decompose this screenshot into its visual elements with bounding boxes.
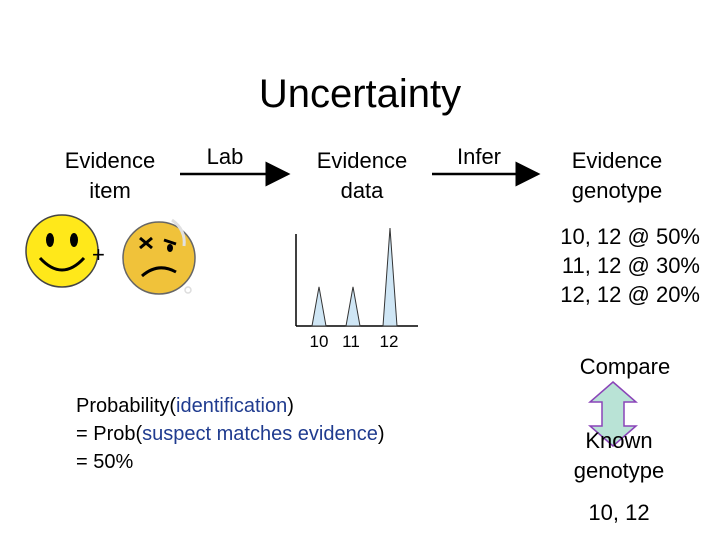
prob-term-match: suspect matches evidence xyxy=(142,423,378,445)
prob-result: = 50% xyxy=(76,451,134,473)
infer-label: Infer xyxy=(456,144,502,169)
page-title: Uncertainty xyxy=(258,72,462,116)
genotype-prob-row: 11, 12 @ 30% xyxy=(561,253,700,278)
probability-statement: Probability(identification) = Prob(suspe… xyxy=(76,392,385,476)
compare-label: Compare xyxy=(579,354,671,379)
genotype-prob-row: 12, 12 @ 20% xyxy=(560,282,700,307)
prob-text: Probability( xyxy=(76,395,177,417)
known-genotype-label: Known genotype xyxy=(573,428,665,483)
plus-sign: + xyxy=(92,242,105,267)
prob-text: = Prob( xyxy=(76,423,143,445)
evidence-item-label: Evidence item xyxy=(64,148,156,203)
evidence-data-label: Evidence data xyxy=(316,148,408,203)
known-genotype-value: 10, 12 xyxy=(588,500,650,525)
grumpy-face-icon xyxy=(122,218,196,295)
genotype-prob-row: 10, 12 @ 50% xyxy=(560,224,700,249)
peak-label-11: 11 xyxy=(342,332,360,351)
allele-peak-10 xyxy=(311,286,327,327)
peak-label-10: 10 xyxy=(309,332,329,351)
prob-text: ) xyxy=(377,423,385,445)
allele-peak-11 xyxy=(345,286,361,327)
lab-label: Lab xyxy=(206,144,244,169)
peak-label-12: 12 xyxy=(379,332,399,351)
happy-face-icon xyxy=(25,214,99,288)
genotype-probabilities: 10, 12 @ 50% 11, 12 @ 30% 12, 12 @ 20% xyxy=(520,222,700,309)
prob-term-identification: identification xyxy=(176,395,288,417)
allele-peak-12 xyxy=(382,227,398,327)
prob-text: ) xyxy=(287,395,294,417)
evidence-genotype-label: Evidence genotype xyxy=(571,148,663,203)
compare-arrow-icon xyxy=(587,381,639,447)
